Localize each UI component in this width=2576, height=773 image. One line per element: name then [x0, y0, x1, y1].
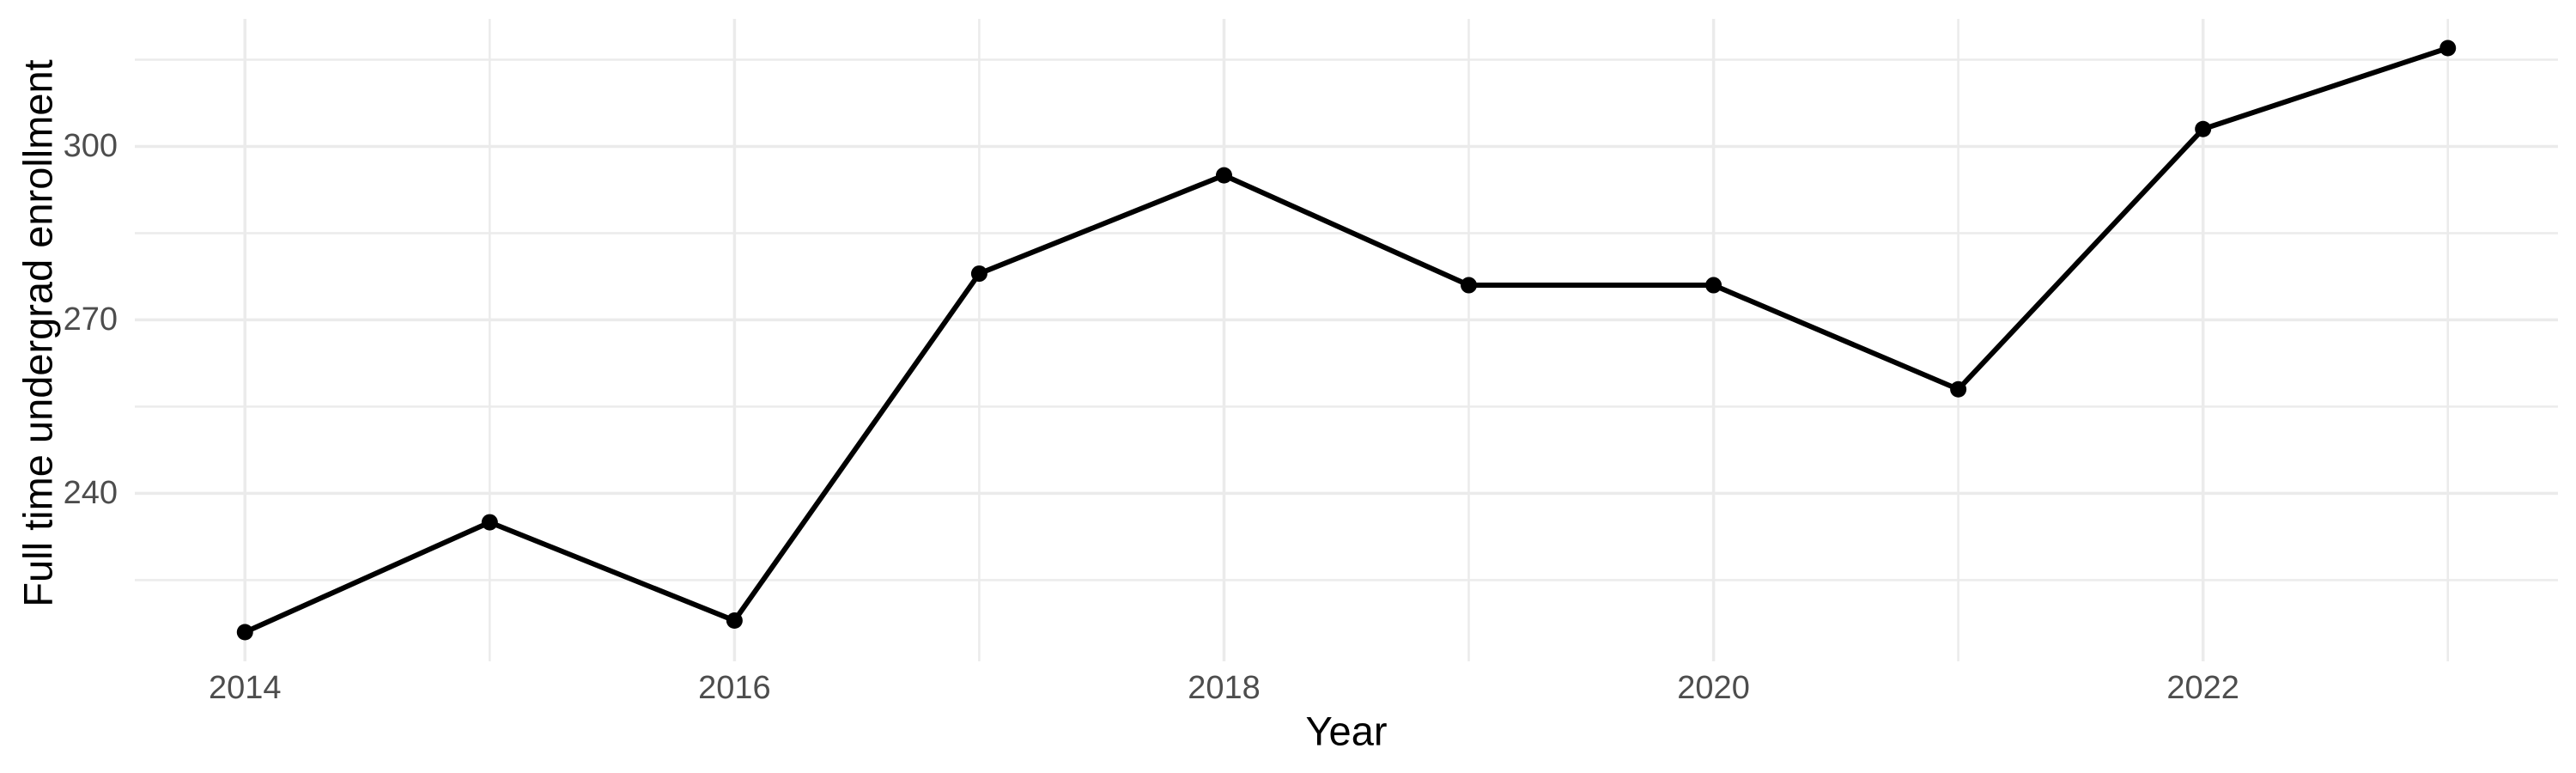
data-point-2020	[1705, 277, 1722, 294]
x-tick-label-2014: 2014	[208, 670, 282, 706]
y-tick-label-240: 240	[63, 475, 118, 512]
data-point-2019	[1461, 277, 1478, 294]
data-point-2018	[1215, 167, 1232, 184]
x-tick-label-2016: 2016	[698, 670, 771, 706]
y-tick-label-270: 270	[63, 301, 118, 338]
data-point-2023	[2439, 40, 2457, 57]
y-tick-label-300: 300	[63, 128, 118, 165]
enrollment-line	[244, 46, 2449, 635]
x-tick-label-2020: 2020	[1677, 670, 1750, 706]
data-point-2021	[1950, 380, 1967, 398]
x-axis-title: Year	[1305, 708, 1388, 754]
x-tick-label-2022: 2022	[2166, 670, 2239, 706]
data-point-2016	[726, 612, 743, 630]
x-tick-label-2018: 2018	[1188, 670, 1261, 706]
data-point-2022	[2195, 120, 2212, 137]
data-point-2014	[236, 624, 253, 641]
y-axis-title: Full time undergrad enrollment	[15, 59, 61, 607]
data-point-2015	[481, 514, 498, 531]
data-point-2017	[970, 265, 987, 283]
